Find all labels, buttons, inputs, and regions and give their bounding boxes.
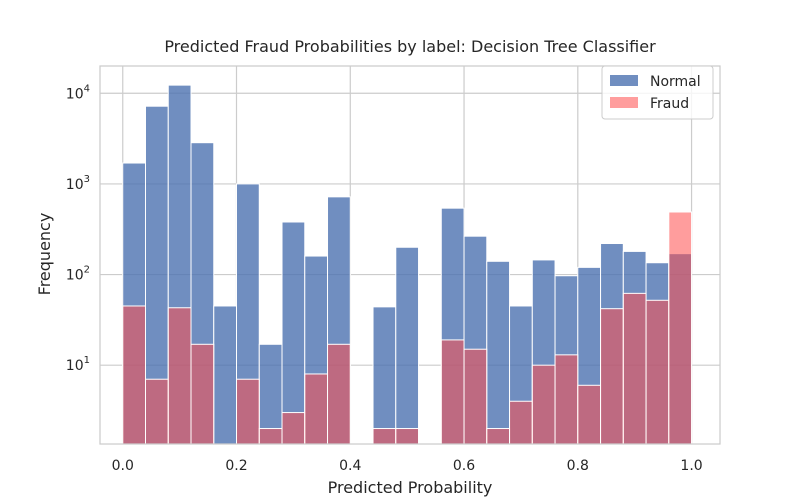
x-tick-label-5: 1.0 xyxy=(680,458,702,474)
chart-title: Predicted Fraud Probabilities by label: … xyxy=(164,37,656,56)
fraud-bar-1 xyxy=(145,378,169,445)
normal-bar-16 xyxy=(486,260,511,445)
x-axis-ticks: 0.0 0.2 0.4 0.6 0.8 1.0 xyxy=(112,458,703,474)
fraud-bar-9 xyxy=(327,343,351,445)
legend-label-fraud: Fraud xyxy=(650,96,689,112)
x-axis-label: Predicted Probability xyxy=(328,478,493,497)
normal-bar-4 xyxy=(213,305,238,445)
fraud-bar-6 xyxy=(258,428,283,445)
fraud-bar-20 xyxy=(577,384,602,445)
fraud-bar-19 xyxy=(554,354,579,445)
legend-swatch-fraud xyxy=(610,97,638,108)
y-tick-label-1: 102 xyxy=(66,265,90,284)
legend-label-normal: Normal xyxy=(650,74,701,90)
fraud-bar-5 xyxy=(236,378,260,445)
plot-frame xyxy=(99,65,721,445)
y-tick-label-0: 101 xyxy=(66,355,90,374)
fraud-bar-14 xyxy=(440,339,465,445)
fraud-bar-23 xyxy=(645,299,670,445)
fraud-bar-17 xyxy=(509,400,533,445)
fraud-bar-3 xyxy=(190,343,215,445)
fraud-bar-16 xyxy=(486,428,511,445)
normal-bar-7 xyxy=(281,221,306,445)
x-tick-label-3: 0.6 xyxy=(453,458,475,474)
x-tick-label-4: 0.8 xyxy=(567,458,589,474)
x-tick-label-2: 0.4 xyxy=(339,458,361,474)
fraud-bar-24 xyxy=(668,211,693,445)
legend-swatch-normal xyxy=(610,75,638,86)
y-tick-label-3: 104 xyxy=(66,83,90,102)
y-tick-label-2: 103 xyxy=(66,174,90,193)
fraud-bar-11 xyxy=(372,428,397,445)
fraud-bar-15 xyxy=(463,348,488,445)
fraud-bar-7 xyxy=(281,412,306,445)
fraud-bar-2 xyxy=(167,307,192,445)
x-tick-label-1: 0.2 xyxy=(225,458,247,474)
fraud-bar-12 xyxy=(395,428,420,445)
legend: Normal Fraud xyxy=(601,65,714,120)
series-fraud xyxy=(122,211,693,445)
fraud-bar-21 xyxy=(600,308,624,445)
fraud-bar-22 xyxy=(622,292,647,445)
y-axis-label: Frequency xyxy=(35,213,54,296)
normal-bar-12 xyxy=(395,246,420,445)
y-axis-ticks: 101 102 103 104 xyxy=(66,83,90,374)
fraud-bar-0 xyxy=(122,305,147,445)
normal-bar-11 xyxy=(372,306,397,445)
fraud-bar-8 xyxy=(304,373,329,445)
fraud-bar-18 xyxy=(531,364,556,445)
x-tick-label-0: 0.0 xyxy=(112,458,134,474)
bars xyxy=(122,84,693,445)
